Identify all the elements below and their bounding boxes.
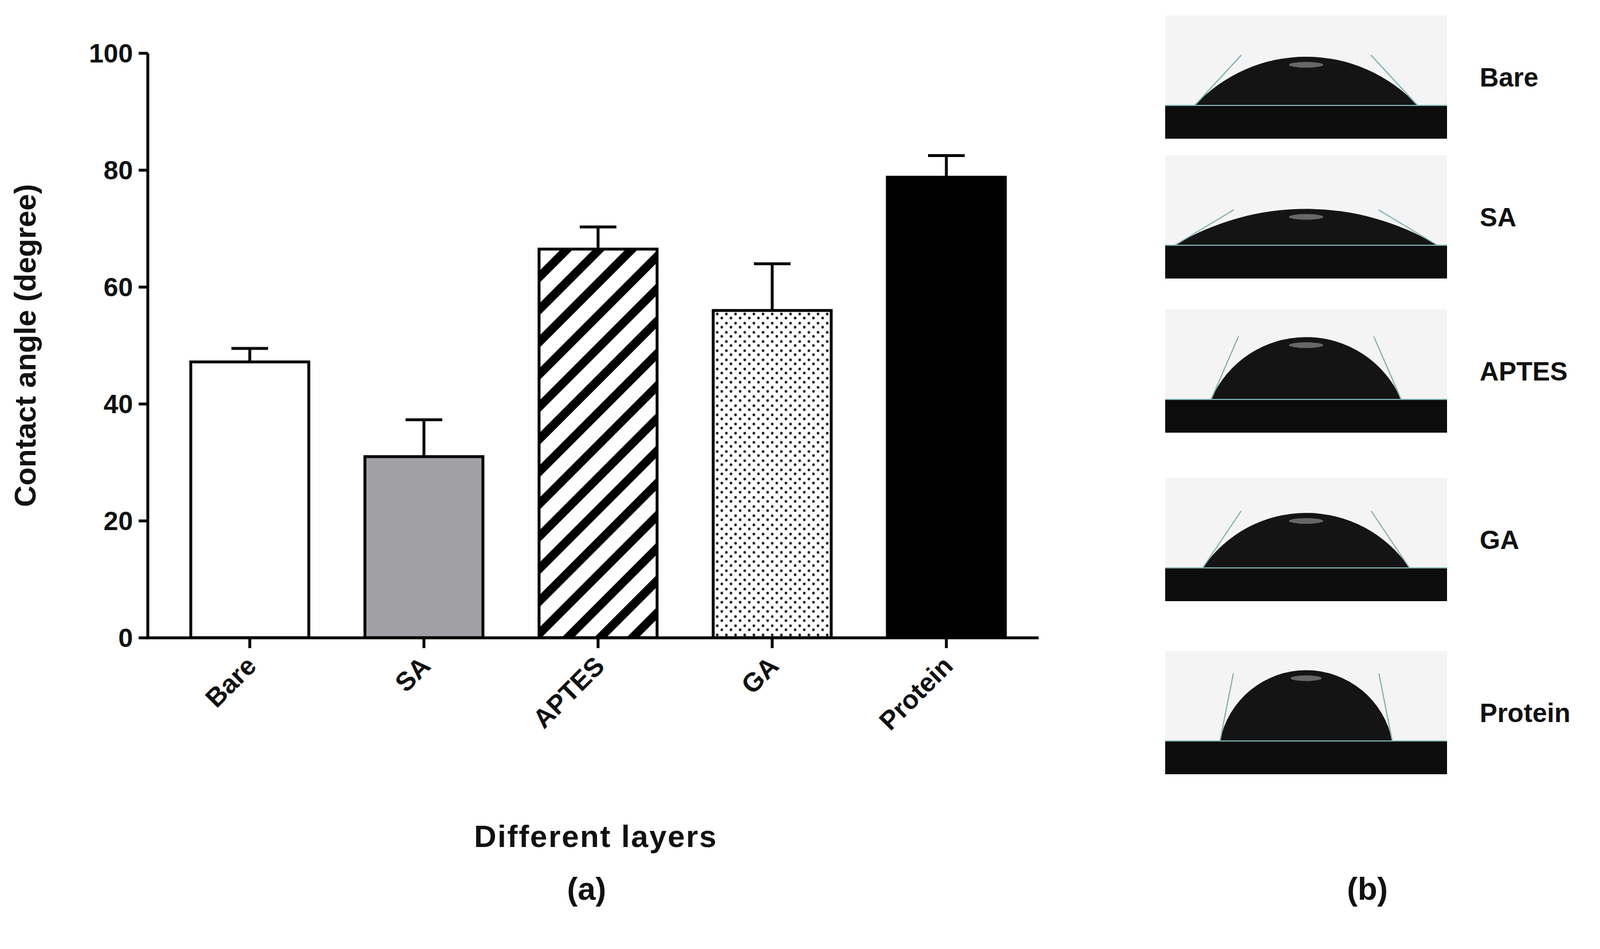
y-tick-label: 20 — [103, 505, 133, 536]
droplet — [1194, 56, 1418, 106]
y-tick-label: 100 — [88, 38, 133, 69]
baseline — [1165, 567, 1448, 569]
substrate — [1165, 105, 1448, 139]
image-label: Bare — [1479, 62, 1539, 93]
error-bar — [248, 348, 252, 362]
y-tick-label: 0 — [118, 622, 133, 653]
bar — [364, 456, 483, 638]
x-tick-label: APTES — [527, 650, 611, 734]
droplet-highlight — [1288, 213, 1324, 220]
y-tick-label: 60 — [103, 272, 133, 302]
x-tick — [771, 637, 774, 648]
panel-label: (b) — [1346, 870, 1389, 907]
error-bar — [596, 226, 600, 250]
x-tick — [596, 637, 600, 648]
bar — [713, 310, 832, 638]
droplet-highlight — [1288, 341, 1324, 348]
droplet-frame — [1165, 477, 1448, 601]
image-label: SA — [1479, 202, 1517, 233]
y-axis-title: Contact angle (degree) — [8, 183, 42, 507]
droplet — [1220, 669, 1393, 741]
baseline — [1165, 244, 1448, 246]
droplet-highlight — [1288, 517, 1324, 524]
image-label: APTES — [1479, 356, 1568, 387]
x-axis — [146, 636, 1039, 640]
tangent — [1211, 336, 1239, 400]
tangent — [1378, 209, 1438, 246]
droplet — [1174, 208, 1438, 246]
droplet-frame — [1165, 15, 1448, 139]
baseline — [1165, 740, 1448, 742]
baseline — [1165, 104, 1448, 106]
x-tick-label: Bare — [199, 650, 262, 713]
x-tick — [945, 637, 949, 648]
error-cap — [753, 262, 791, 266]
page: 0 20 40 60 80 100 Bare SA APTES GA Protein Contact … — [0, 0, 1600, 949]
plot-marks — [190, 155, 1006, 639]
tangent — [1370, 510, 1410, 568]
error-cap — [579, 225, 617, 228]
droplet-frame — [1165, 309, 1448, 433]
y-tick — [138, 285, 148, 289]
tangent — [1174, 209, 1234, 246]
substrate — [1165, 245, 1448, 279]
error-cap — [231, 347, 269, 351]
y-tick-label: 80 — [103, 155, 133, 186]
x-tick-label: GA — [735, 650, 785, 700]
error-bar — [945, 155, 949, 178]
x-tick-label: Protein — [873, 650, 959, 736]
tangent — [1194, 54, 1242, 106]
error-cap — [405, 418, 443, 422]
droplet — [1211, 336, 1402, 400]
panel-label: (a) — [567, 870, 607, 907]
tangent — [1203, 510, 1242, 568]
tangent — [1370, 54, 1418, 106]
tangent — [1373, 336, 1402, 400]
x-tick — [422, 637, 426, 648]
error-bar — [422, 419, 426, 457]
y-tick-label: 40 — [103, 388, 133, 419]
error-bar — [771, 263, 774, 311]
bar — [539, 249, 658, 638]
y-tick — [138, 168, 148, 172]
tangent — [1220, 673, 1234, 741]
substrate — [1165, 567, 1448, 601]
substrate — [1165, 399, 1448, 433]
x-tick — [248, 637, 252, 648]
error-cap — [928, 154, 965, 157]
droplet-image — [1165, 650, 1448, 864]
x-tick-label: SA — [388, 650, 436, 698]
substrate — [1165, 740, 1448, 774]
y-tick — [138, 519, 148, 523]
baseline — [1165, 398, 1448, 400]
tangent — [1378, 673, 1393, 741]
y-tick — [138, 636, 148, 640]
y-tick — [138, 402, 148, 406]
bar — [887, 177, 1006, 638]
droplet-highlight — [1288, 61, 1324, 68]
figure: 0 20 40 60 80 100 Bare SA APTES GA Protein Contact … — [0, 0, 1600, 949]
droplet-frame — [1165, 155, 1448, 279]
droplet-frame — [1165, 650, 1448, 774]
image-label: Protein — [1479, 697, 1571, 728]
image-label: GA — [1479, 524, 1520, 555]
droplet-highlight — [1290, 674, 1322, 681]
x-axis-title: Different layers — [473, 818, 718, 853]
y-axis — [146, 53, 150, 639]
y-tick — [138, 52, 148, 55]
bar — [190, 362, 309, 638]
